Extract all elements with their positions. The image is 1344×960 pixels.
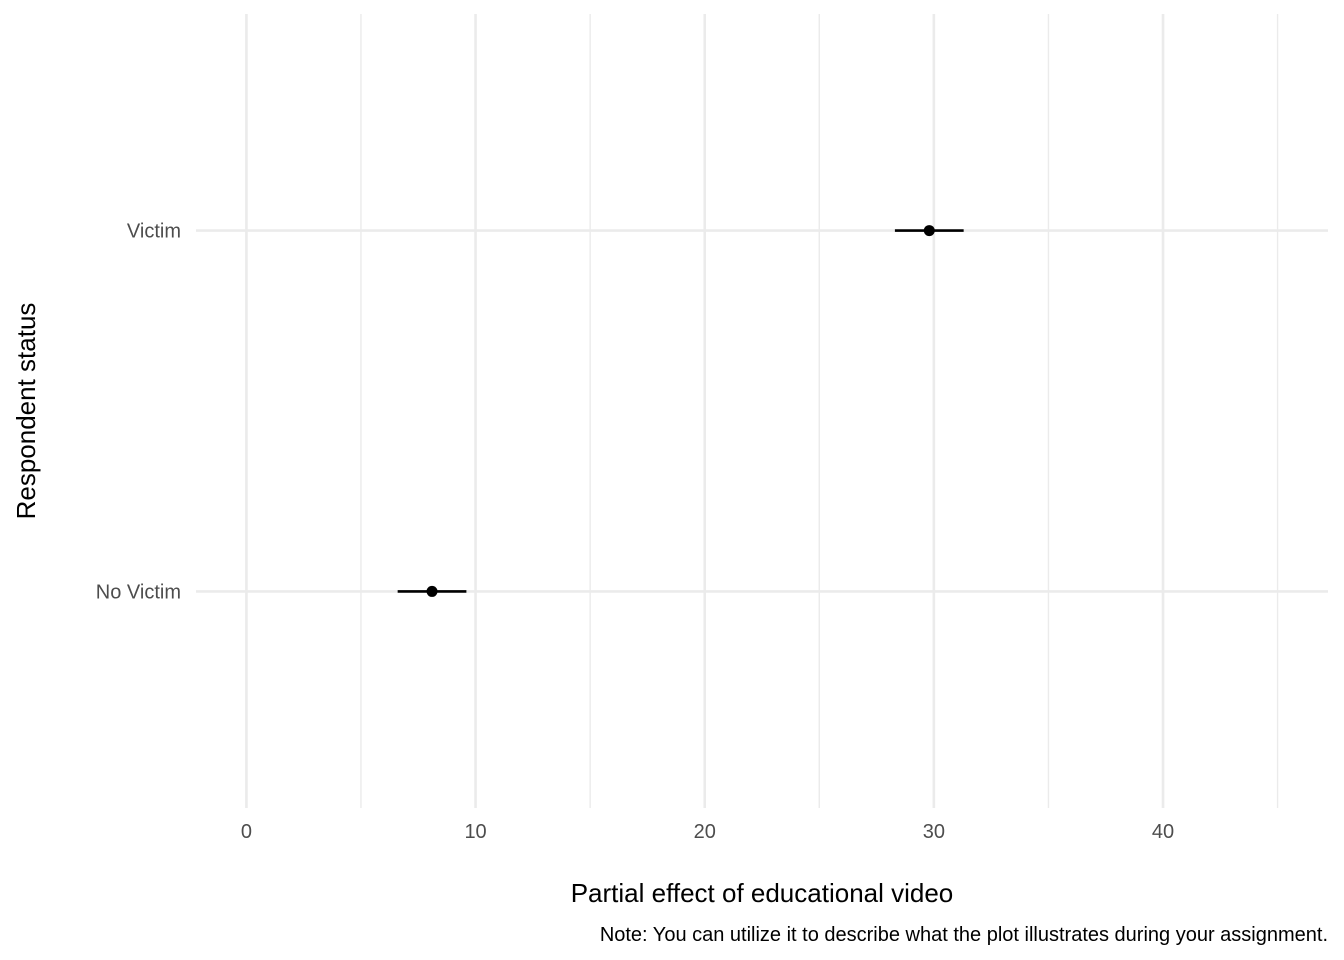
data-marks (397, 225, 964, 597)
x-tick-label: 0 (241, 821, 252, 843)
x-axis-title: Partial effect of educational video (571, 878, 954, 908)
grid (196, 14, 1328, 808)
y-tick-label: Victim (127, 221, 181, 243)
x-tick-label: 20 (694, 821, 716, 843)
tick-labels: 0 10 20 30 40 No Victim Victim (96, 221, 1174, 843)
point-estimate (426, 585, 438, 597)
y-tick-label: No Victim (96, 581, 181, 603)
x-tick-label: 40 (1152, 821, 1174, 843)
x-tick-label: 30 (923, 821, 945, 843)
x-tick-label: 10 (464, 821, 486, 843)
y-axis-title: Respondent status (11, 303, 41, 520)
point-estimate (923, 225, 935, 237)
plot-caption: Note: You can utilize it to describe wha… (600, 924, 1328, 946)
